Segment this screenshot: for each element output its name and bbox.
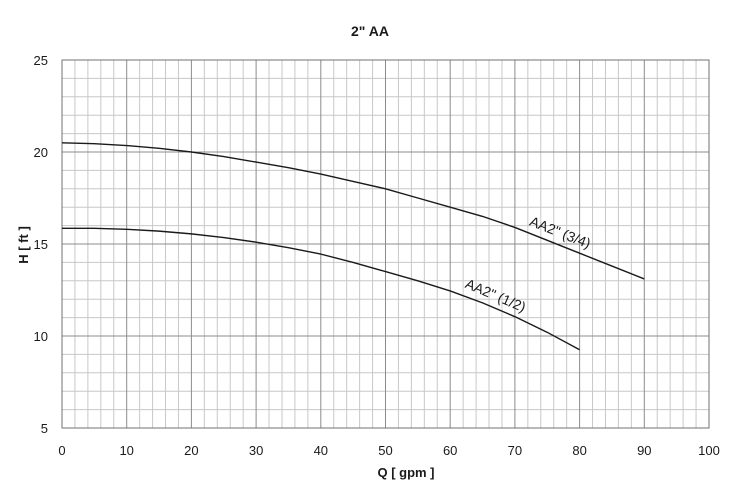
x-tick-label: 100 — [698, 443, 720, 458]
series-layer — [61, 142, 645, 351]
x-tick-label: 80 — [572, 443, 586, 458]
y-tick-label: 25 — [34, 53, 48, 68]
x-tick-label: 70 — [508, 443, 522, 458]
x-tick-label: 90 — [637, 443, 651, 458]
x-tick-label: 40 — [314, 443, 328, 458]
plot-area-frame — [61, 59, 710, 429]
x-tick-label: 0 — [58, 443, 65, 458]
x-tick-label: 50 — [378, 443, 392, 458]
x-tick-label: 60 — [443, 443, 457, 458]
x-tick-label: 20 — [184, 443, 198, 458]
chart-title: 2" AA — [351, 23, 389, 39]
y-tick-label: 5 — [41, 421, 48, 436]
y-tick-label: 20 — [34, 145, 48, 160]
series-line-2 — [62, 227, 580, 351]
y-tick-label: 15 — [34, 237, 48, 252]
y-tick-labels: 5 10 15 20 25 — [34, 53, 48, 436]
x-tick-label: 10 — [119, 443, 133, 458]
x-tick-labels: 0 10 20 30 40 50 60 70 80 90 100 — [58, 443, 719, 458]
series-line-1 — [61, 142, 645, 280]
x-axis-label: Q [ gpm ] — [377, 465, 434, 480]
y-tick-label: 10 — [34, 329, 48, 344]
y-axis-label: H [ ft ] — [16, 226, 31, 264]
x-tick-label: 30 — [249, 443, 263, 458]
